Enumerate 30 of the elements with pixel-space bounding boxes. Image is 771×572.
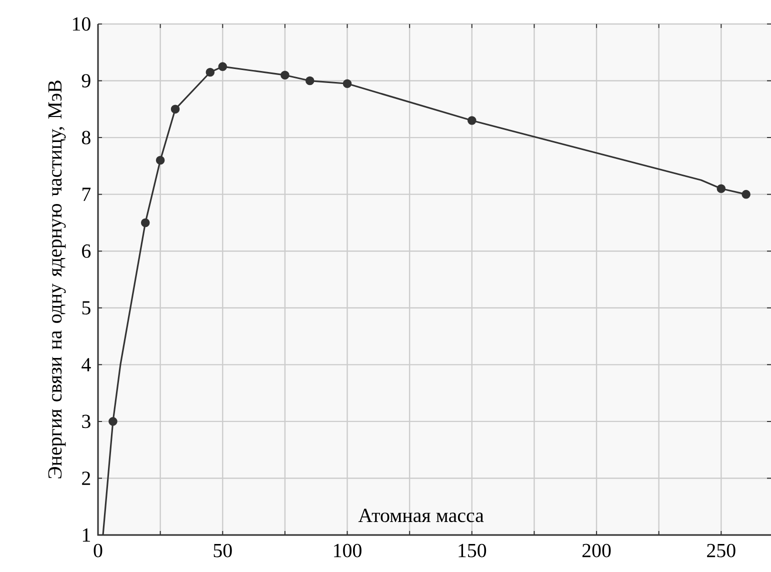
point (170, 104, 180, 114)
point (218, 62, 228, 71)
y-tick-label: 8 (82, 130, 90, 144)
point (742, 190, 750, 199)
y-tick-label: 5 (82, 301, 90, 315)
x-tick-label: 200 (582, 544, 611, 558)
x-tick-label: 50 (214, 544, 232, 558)
y-axis-title: Энергия связи на одну ядерную частицу, МэВ (48, 80, 66, 478)
y-tick-label: 7 (82, 188, 91, 201)
y-tick-label: 3 (82, 414, 90, 428)
point (342, 79, 352, 88)
x-tick-label: 250 (707, 544, 736, 558)
y-tick-label: 1 (82, 528, 90, 542)
point (140, 218, 150, 228)
point (108, 417, 118, 426)
x-tick-label: 0 (94, 544, 102, 558)
x-axis-title: Атомная масса (358, 508, 484, 522)
y-tick-label: 2 (82, 472, 90, 485)
x-tick-label: 150 (458, 544, 486, 558)
y-tick-label: 4 (82, 358, 91, 372)
point (305, 76, 314, 86)
y-tick-label: 10 (72, 17, 90, 31)
point (206, 68, 215, 77)
point (156, 156, 165, 165)
x-tick-label: 100 (334, 544, 362, 558)
y-tick-label: 6 (82, 244, 91, 258)
y-tick-label: 9 (82, 74, 90, 88)
point (280, 70, 290, 80)
point (716, 184, 726, 194)
point (467, 116, 476, 125)
